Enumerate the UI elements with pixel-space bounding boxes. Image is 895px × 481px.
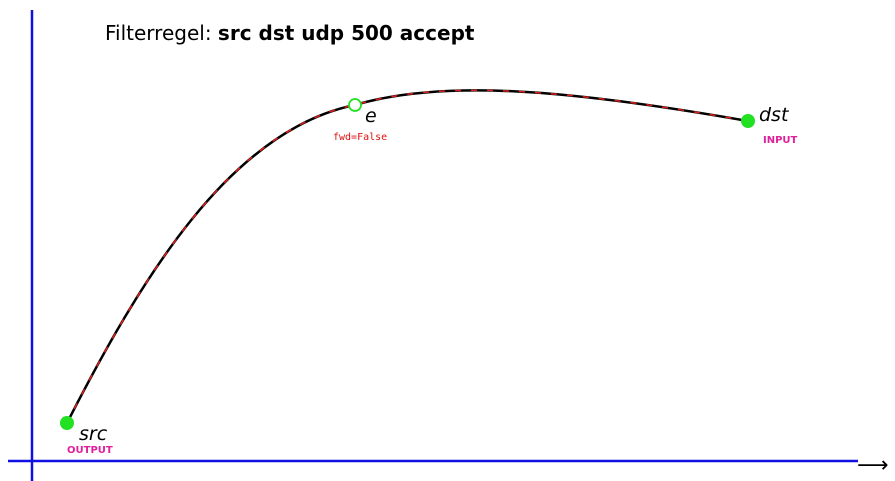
node-src xyxy=(60,416,74,430)
node-tag: fwd=False xyxy=(333,132,387,143)
edge-dash xyxy=(66,89,749,424)
title-prefix: Filterregel: xyxy=(105,21,212,45)
node-tag: OUTPUT xyxy=(67,445,113,456)
node-label: src xyxy=(79,423,108,445)
node-e xyxy=(348,98,362,112)
node-tag: INPUT xyxy=(763,135,798,146)
title: Filterregel: src dst udp 500 accept xyxy=(105,21,475,45)
title-rule: src dst udp 500 accept xyxy=(218,21,475,45)
node-label: e xyxy=(365,105,377,127)
edge xyxy=(65,89,749,424)
node-dst xyxy=(741,114,755,128)
axis-arrow: ⟶ xyxy=(857,453,889,478)
node-label: dst xyxy=(759,104,790,126)
